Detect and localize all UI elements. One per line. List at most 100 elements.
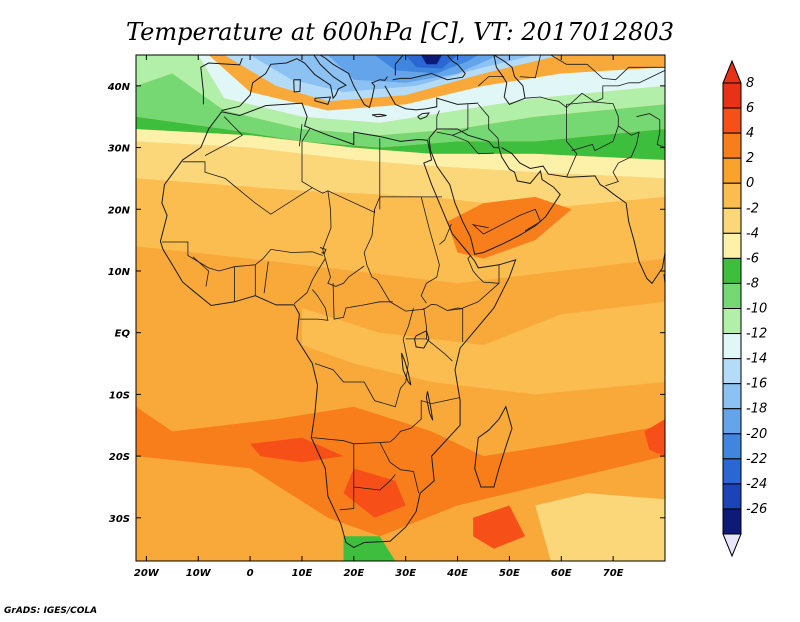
coastline-segment: [417, 112, 431, 120]
x-axis-ticks: 20W 10W 0 10E 20E 30E 40E 50E 60E 70E: [134, 55, 624, 579]
y-tick-label: 20N: [108, 205, 131, 216]
border-segment: [301, 127, 313, 189]
colorbar-label: -2: [746, 201, 759, 216]
colorbar-swatch: [722, 383, 742, 410]
colorbar: 8 6 4 2 0 -2 -4 -6 -8 -10 -12 -14 -16 -18 -20 -22 -24 -26: [722, 59, 767, 558]
colorbar-swatch: [722, 433, 742, 460]
x-tick-label: 0: [247, 568, 254, 579]
border-segment: [439, 223, 452, 245]
border-segment: [161, 241, 323, 272]
colorbar-label: 2: [746, 151, 754, 166]
coastline-segment: [663, 274, 665, 296]
border-segment: [314, 307, 414, 408]
y-tick-label: 20S: [109, 452, 130, 463]
coastline-segment: [221, 55, 348, 111]
colorbar-label: -26: [746, 502, 767, 517]
x-tick-label: 60E: [551, 568, 572, 579]
y-tick-label: 10N: [108, 267, 131, 278]
colorbar-swatch: [722, 308, 742, 335]
field-patch: [136, 129, 665, 179]
field-patch: [136, 141, 665, 210]
colorbar-swatch: [722, 282, 742, 310]
field-patch: [535, 493, 665, 561]
border-segment: [322, 190, 365, 287]
colorbar-under-arrow: [722, 533, 742, 558]
colorbar-swatch: [722, 157, 742, 184]
colorbar-label: -18: [746, 402, 767, 417]
border-segment: [636, 113, 665, 148]
border-segment: [471, 208, 542, 235]
colorbar-label: -6: [746, 251, 759, 266]
coastline-segment: [319, 55, 388, 109]
border-segment: [299, 124, 303, 147]
colorbar-swatch: [722, 483, 742, 510]
field-patch: [136, 178, 665, 284]
x-tick-label: 70E: [603, 568, 624, 579]
y-tick-label: 40N: [107, 82, 131, 93]
colorbar-label: -16: [746, 377, 767, 392]
border-segment: [566, 104, 578, 178]
coastline-segment: [384, 85, 479, 111]
border-segment: [436, 131, 494, 155]
border-segment: [550, 55, 665, 81]
coastline-segment: [314, 96, 332, 106]
colorbar-swatch: [722, 333, 742, 360]
border-segment: [204, 116, 243, 156]
coastline-segment: [394, 55, 466, 76]
x-tick-label: 30E: [395, 568, 416, 579]
field-patch: [302, 301, 665, 395]
grads-credit: GrADS: IGES/COLA: [4, 606, 97, 616]
border-segment: [524, 70, 665, 109]
colorbar-swatch: [722, 207, 742, 234]
coastline-segment: [159, 102, 517, 548]
border-segment: [312, 397, 461, 445]
border-segment: [379, 442, 420, 494]
colorbar-label: -20: [746, 427, 767, 442]
x-tick-label: 40E: [446, 568, 468, 579]
border-segment: [192, 256, 210, 287]
field-patch: [421, 55, 442, 65]
y-axis-ticks: 40N 30N 20N 10N EQ 10S 20S 30S: [107, 82, 665, 525]
colorbar-label: -10: [746, 302, 767, 317]
y-tick-label: 10S: [109, 390, 130, 401]
coastline-segment: [392, 72, 466, 81]
map-panel: [136, 55, 665, 561]
border-segment: [420, 196, 440, 304]
colorbar-label: -4: [746, 226, 759, 241]
x-tick-label: 20W: [134, 568, 160, 579]
y-tick-label: EQ: [115, 329, 131, 340]
border-segment: [452, 104, 469, 136]
colorbar-label: 8: [746, 76, 754, 91]
coastline-segment: [293, 79, 301, 93]
border-segment: [353, 474, 396, 491]
colorbar-label: -24: [746, 477, 767, 492]
colorbar-label: -12: [746, 327, 767, 342]
map-frame: [135, 54, 666, 562]
coastline-segment: [371, 113, 387, 118]
border-segment: [478, 76, 505, 87]
border-segment: [447, 307, 463, 311]
colorbar-label: 4: [746, 126, 754, 141]
border-segment: [519, 55, 541, 79]
field-patch: [343, 536, 396, 561]
field-patch: [136, 406, 665, 537]
colorbar-swatch: [722, 458, 742, 485]
colorbar-swatch: [722, 408, 742, 435]
field-patch: [473, 505, 525, 549]
coastline-segment: [425, 391, 434, 421]
colorbar-swatch: [722, 107, 742, 134]
border-segment: [467, 255, 500, 284]
colorbar-label: 0: [746, 176, 754, 191]
colorbar-label: -8: [746, 276, 759, 291]
x-tick-label: 50E: [499, 568, 520, 579]
colorbar-swatch: [722, 82, 742, 109]
coastline-segment: [401, 352, 412, 386]
coastline-segment: [501, 147, 665, 285]
x-tick-label: 20E: [343, 568, 364, 579]
field-patch: [136, 55, 665, 136]
border-segment: [263, 261, 269, 294]
border-segment: [462, 264, 500, 309]
x-tick-label: 10W: [186, 568, 212, 579]
border-segment: [436, 110, 448, 130]
